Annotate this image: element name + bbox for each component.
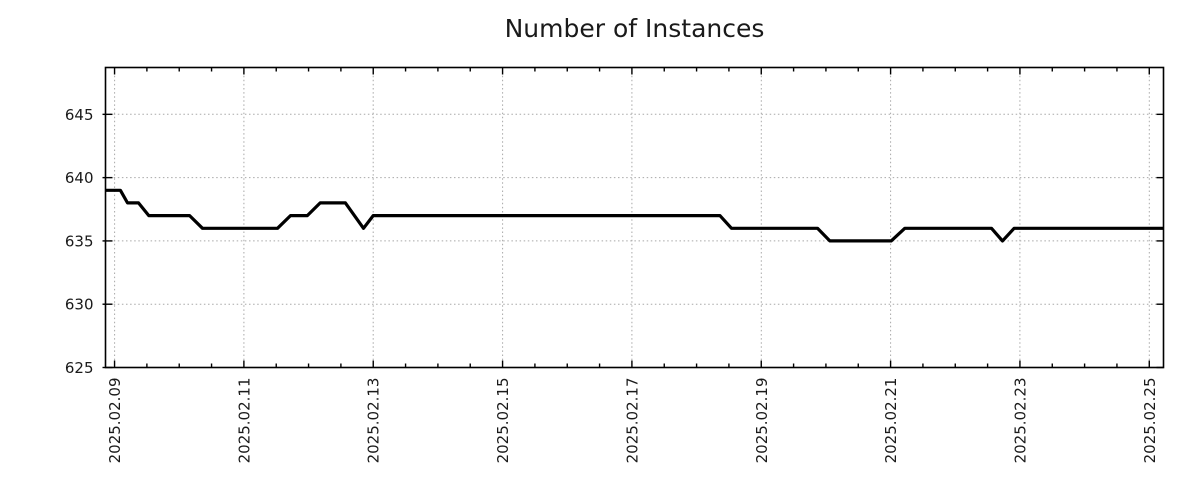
svg-text:2025.02.11: 2025.02.11 xyxy=(235,378,253,464)
svg-text:2025.02.23: 2025.02.23 xyxy=(1011,378,1029,464)
svg-text:635: 635 xyxy=(65,232,94,250)
svg-text:2025.02.25: 2025.02.25 xyxy=(1141,378,1159,464)
svg-text:2025.02.13: 2025.02.13 xyxy=(365,378,383,464)
svg-text:645: 645 xyxy=(65,106,94,124)
svg-text:2025.02.21: 2025.02.21 xyxy=(882,378,900,464)
svg-text:2025.02.09: 2025.02.09 xyxy=(106,378,124,464)
svg-text:2025.02.15: 2025.02.15 xyxy=(494,378,512,464)
svg-text:630: 630 xyxy=(65,296,94,314)
svg-text:640: 640 xyxy=(65,169,94,187)
svg-text:625: 625 xyxy=(65,359,94,377)
chart-title: Number of Instances xyxy=(504,14,765,43)
svg-text:2025.02.17: 2025.02.17 xyxy=(623,378,641,464)
svg-text:2025.02.19: 2025.02.19 xyxy=(753,378,771,464)
